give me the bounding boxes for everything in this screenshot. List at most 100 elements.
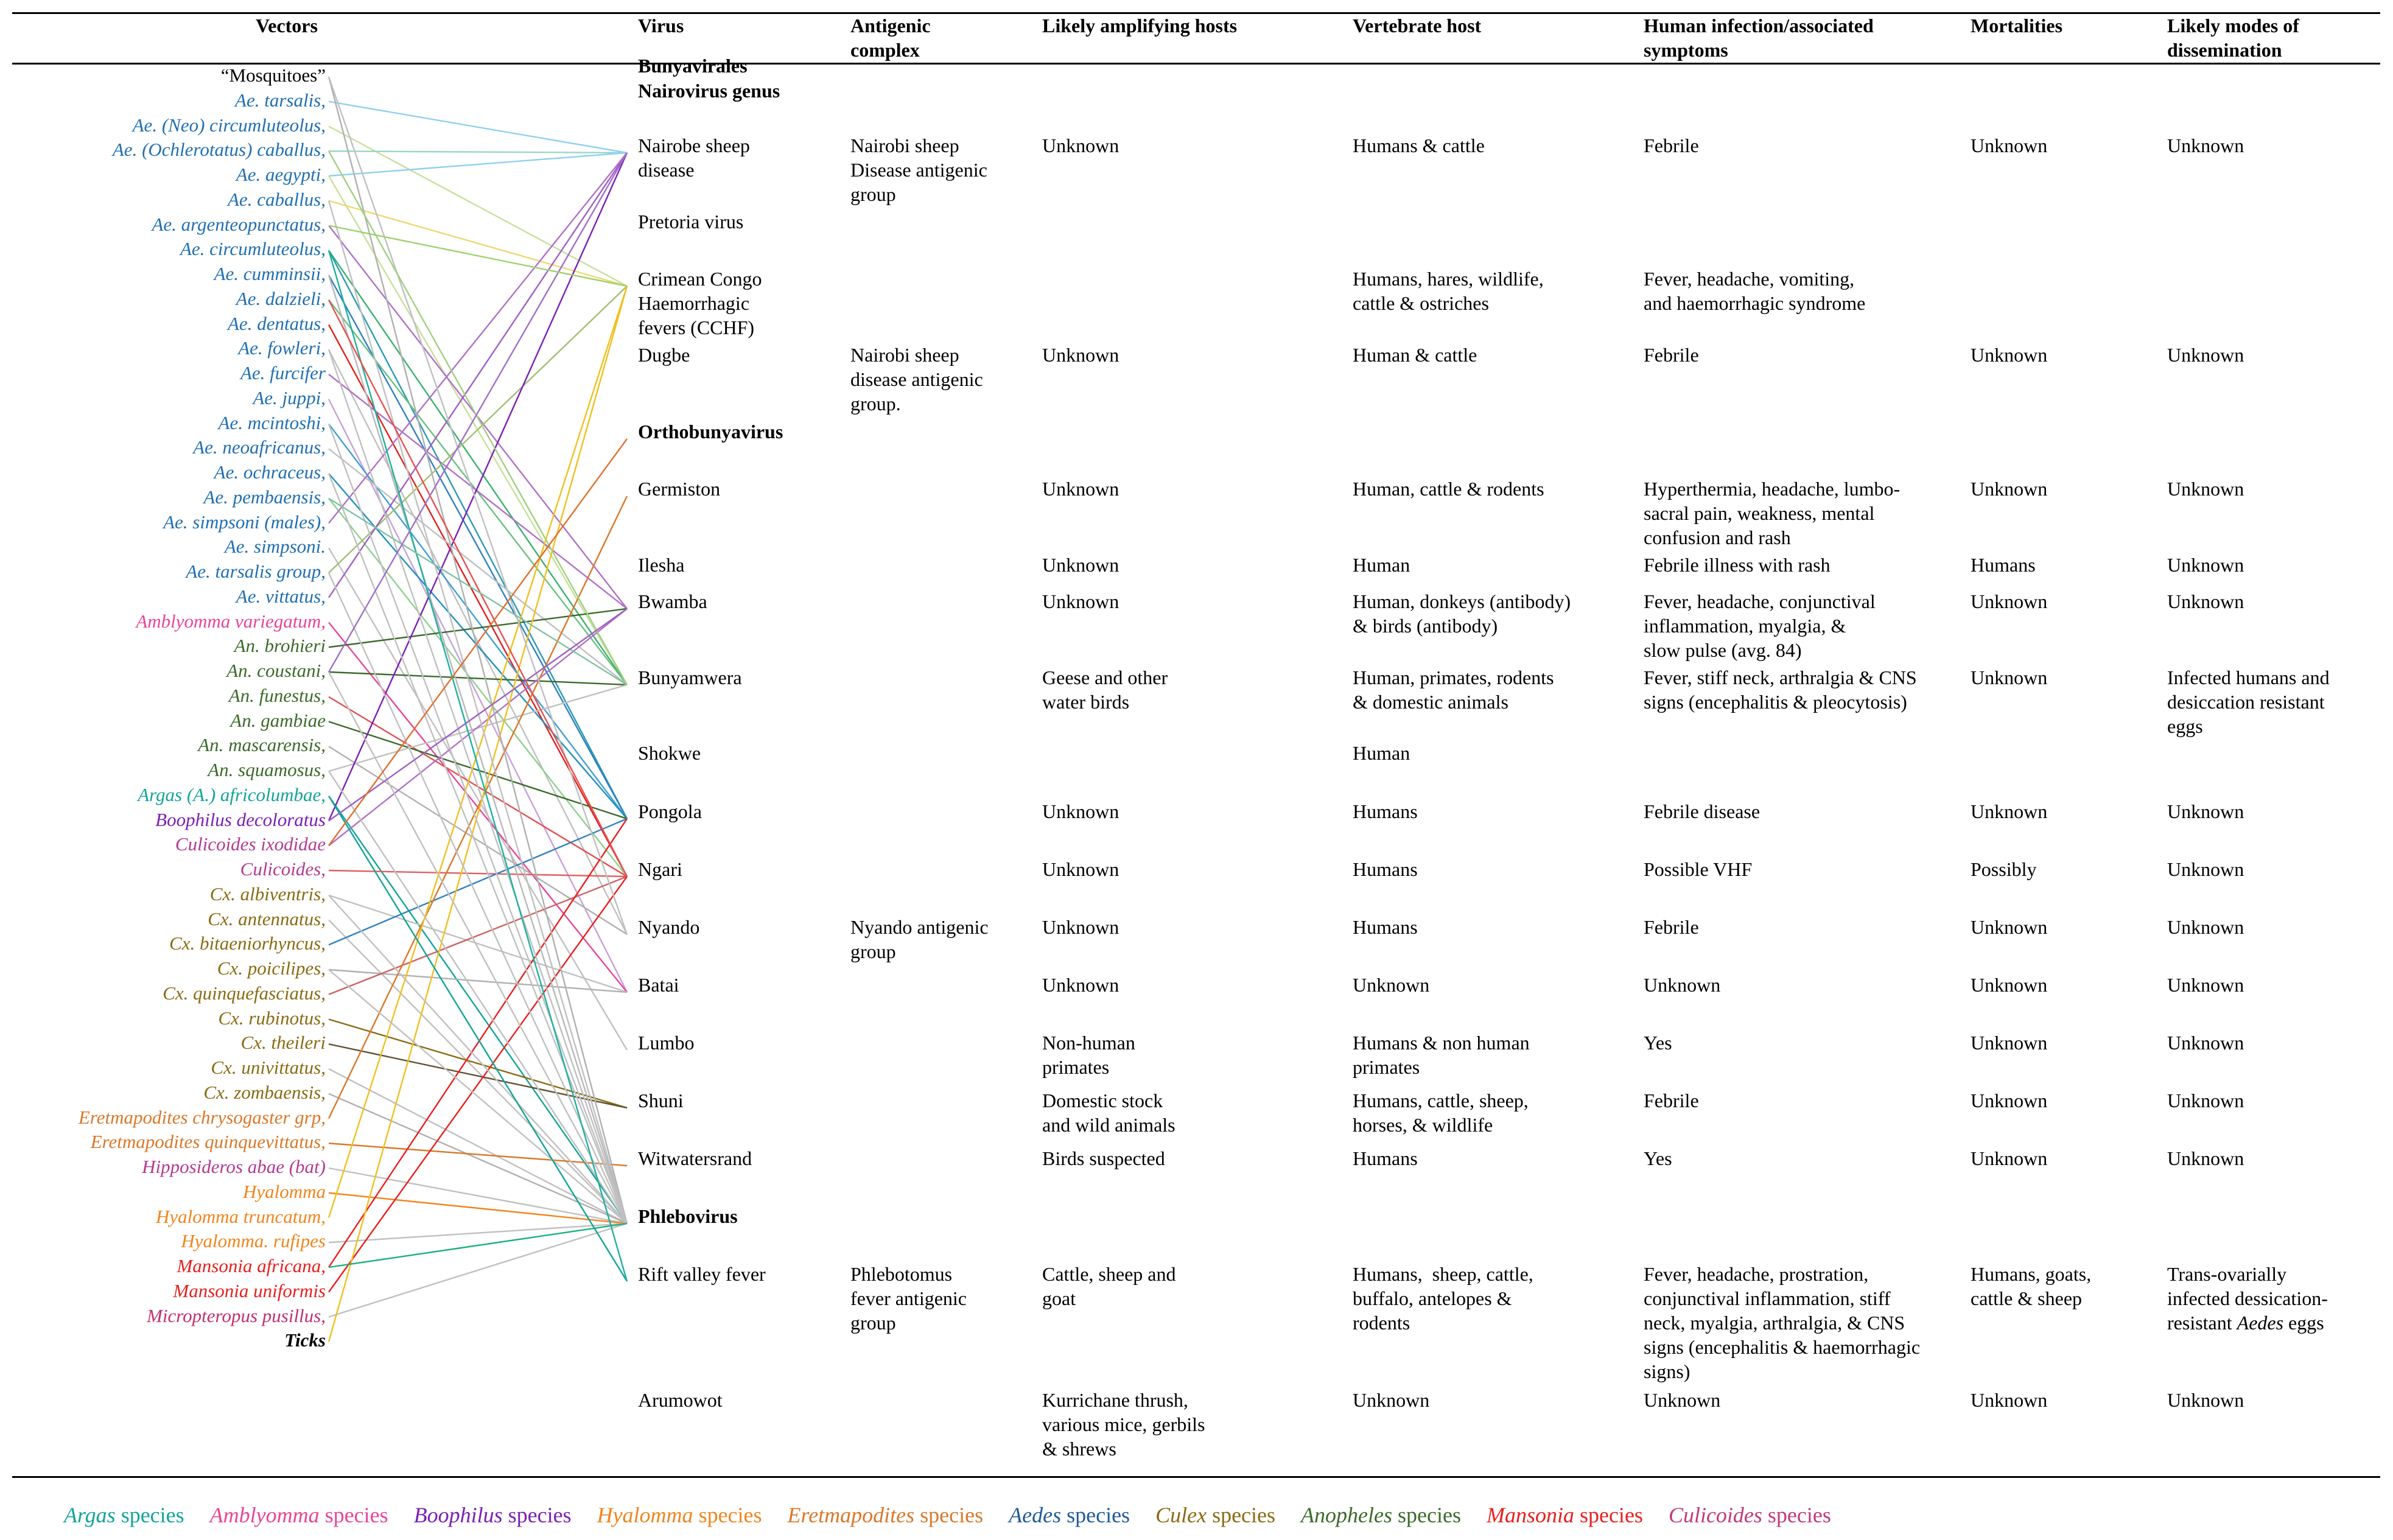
cell-dissemination: Unknown: [2167, 858, 2244, 880]
cell-mortalities: Unknown: [1971, 135, 2048, 156]
cell-vertebrate: Human, donkeys (antibody) & birds (antib…: [1353, 590, 1571, 637]
cell-human: Possible VHF: [1644, 858, 1753, 880]
legend: Argas species Amblyomma species Boophilus …: [64, 1502, 1857, 1528]
vector-item: Cx. poicilipes,: [217, 957, 326, 979]
vector-item: Eretmapodites chrysogaster grp,: [78, 1106, 326, 1128]
legend-item: Argas species: [64, 1503, 184, 1527]
vector-item: An. gambiae: [230, 709, 326, 731]
cell-amplifying: Unknown: [1042, 344, 1119, 366]
vector-item: An. mascarensis,: [198, 734, 326, 756]
link-line: [328, 875, 628, 995]
cell-amplifying: Unknown: [1042, 858, 1119, 880]
vector-item: Ae. neoafricanus,: [193, 436, 326, 458]
link-line: [328, 969, 628, 1224]
cell-virus: Nairobe sheep disease: [638, 135, 750, 181]
cell-mortalities: Unknown: [1971, 974, 2048, 996]
cell-vertebrate: Humans: [1353, 916, 1418, 938]
cell-dissemination: Unknown: [2167, 1389, 2244, 1411]
cell-virus: Bunyavirales: [638, 55, 748, 77]
cell-virus: Ilesha: [638, 554, 685, 576]
vector-item: Eretmapodites quinquevittatus,: [90, 1131, 326, 1153]
vector-item: Cx. antennatus,: [208, 908, 326, 929]
cell-amplifying: Unknown: [1042, 916, 1119, 938]
cell-dissemination: Unknown: [2167, 554, 2244, 576]
vector-item: Ae. dentatus,: [228, 312, 326, 334]
link-line: [328, 894, 628, 1224]
cell-dissemination: Unknown: [2167, 590, 2244, 612]
link-line: [328, 1068, 628, 1225]
link-line: [328, 275, 628, 819]
cell-mortalities: Unknown: [1971, 1147, 2048, 1169]
vector-item: Hipposideros abae (bat): [142, 1156, 326, 1177]
cell-virus: Pretoria virus: [638, 211, 744, 233]
link-line: [328, 299, 628, 877]
link-line: [328, 495, 628, 1119]
legend-item: Mansonia species: [1486, 1503, 1643, 1527]
link-line: [328, 150, 628, 154]
vector-item: Amblyomma variegatum,: [136, 610, 326, 632]
header-rule: [12, 63, 2380, 65]
link-line: [328, 125, 628, 287]
cell-mortalities: Unknown: [1971, 478, 2048, 500]
link-line: [328, 275, 628, 1224]
cell-vertebrate: Human: [1353, 742, 1410, 764]
legend-item: Anopheles species: [1301, 1503, 1461, 1527]
link-line: [328, 225, 628, 287]
link-line: [328, 671, 628, 686]
legend-item: Amblyomma species: [209, 1503, 388, 1527]
link-line: [328, 876, 628, 1293]
cell-dissemination: Unknown: [2167, 1032, 2244, 1054]
legend-item: Aedes species: [1009, 1503, 1130, 1527]
cell-human: Unknown: [1644, 1389, 1721, 1411]
link-line: [328, 152, 628, 598]
cell-dissemination: Unknown: [2167, 344, 2244, 366]
legend-item: Boophilus species: [413, 1503, 572, 1527]
cell-virus: Bwamba: [638, 590, 707, 612]
vector-item: Ae. mcintoshi,: [218, 411, 326, 433]
link-line: [328, 547, 628, 1051]
col-antigenic-header: Antigenic complex: [850, 15, 931, 61]
cell-vertebrate: Humans, cattle, sheep, horses, & wildlif…: [1353, 1090, 1529, 1136]
link-line: [328, 968, 628, 993]
cell-virus: Witwatersrand: [638, 1147, 752, 1169]
vector-item: Cx. zombaensis,: [203, 1081, 326, 1103]
link-line: [328, 796, 628, 1224]
cell-mortalities: Unknown: [1971, 344, 2048, 366]
cell-human: Yes: [1644, 1032, 1672, 1054]
vector-item: An. brohieri: [234, 635, 326, 657]
cell-amplifying: Geese and other water birds: [1042, 667, 1168, 713]
legend-item: Eretmapodites species: [787, 1503, 984, 1527]
cell-virus: Nairovirus genus: [638, 80, 780, 102]
link-line: [328, 423, 628, 819]
cell-vertebrate: Humans, hares, wildlife, cattle & ostric…: [1353, 268, 1544, 314]
cell-human: Fever, stiff neck, arthralgia & CNS sign…: [1644, 667, 1917, 713]
cell-virus: Germiston: [638, 478, 721, 500]
cell-virus: Nyando: [638, 916, 700, 938]
vector-item: Ae. fowleri,: [238, 337, 326, 359]
cell-virus: Arumowot: [638, 1389, 723, 1411]
link-line: [328, 324, 628, 877]
link-line: [328, 1167, 628, 1225]
cell-virus: Phlebovirus: [638, 1205, 738, 1227]
link-line: [328, 1093, 628, 1225]
link-line: [328, 250, 628, 1282]
link-line: [328, 285, 628, 1218]
cell-dissemination: Unknown: [2167, 916, 2244, 938]
vector-item: Ae. cumminsii,: [214, 263, 326, 284]
cell-vertebrate: Human & cattle: [1353, 344, 1477, 366]
cell-human: Fever, headache, conjunctival inflammati…: [1644, 590, 1876, 661]
cell-mortalities: Humans: [1971, 554, 2036, 576]
vector-item: Ae. (Ochlerotatus) caballus,: [112, 139, 326, 161]
cell-mortalities: Unknown: [1971, 1090, 2048, 1111]
cell-amplifying: Non-human primates: [1042, 1032, 1135, 1078]
link-line: [328, 424, 628, 1224]
cell-amplifying: Cattle, sheep and goat: [1042, 1263, 1176, 1309]
cell-dissemination: Trans-ovarially infected dessication- re…: [2167, 1263, 2328, 1334]
cell-amplifying: Unknown: [1042, 554, 1119, 576]
link-line: [328, 919, 628, 1224]
cell-human: Hyperthermia, headache, lumbo- sacral pa…: [1644, 478, 1901, 548]
link-line: [328, 1222, 628, 1244]
cell-antigenic: Phlebotomus fever antigenic group: [850, 1263, 967, 1334]
bottom-rule: [12, 1476, 2380, 1478]
link-line: [328, 76, 628, 935]
